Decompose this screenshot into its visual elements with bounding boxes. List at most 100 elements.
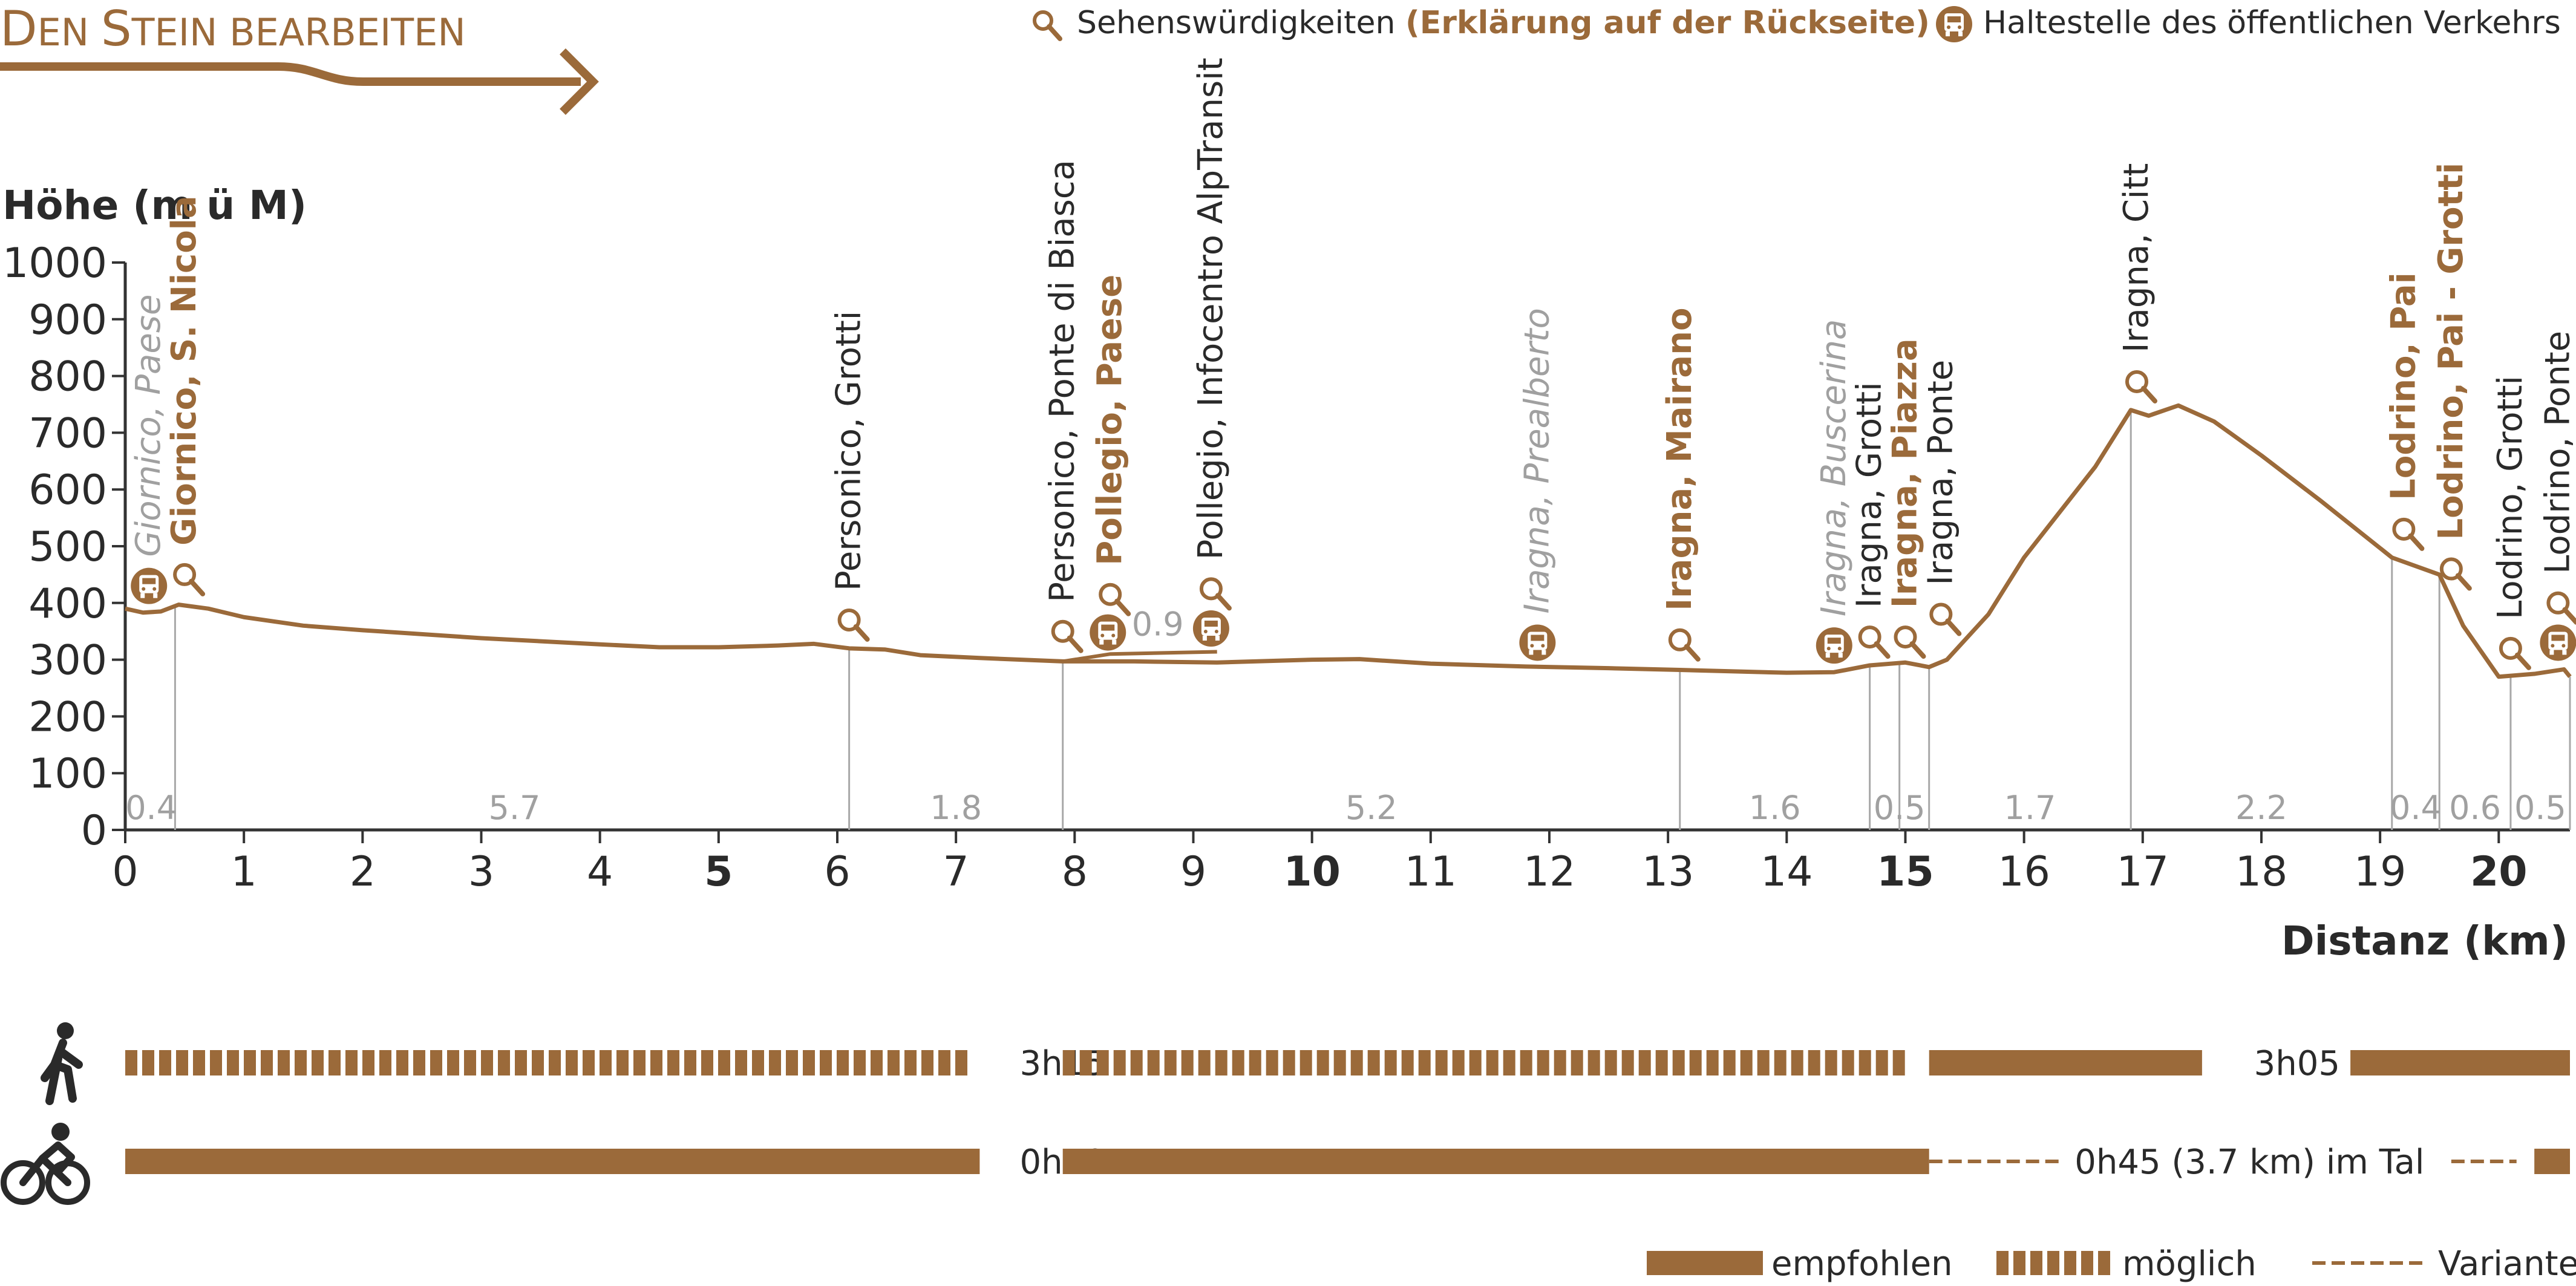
route-bar-possible bbox=[1604, 1050, 1617, 1075]
route-bar-possible bbox=[379, 1050, 391, 1075]
x-tick-label: 13 bbox=[1642, 848, 1695, 896]
stop-label: Iragna, Buscerina bbox=[1814, 319, 1854, 617]
legend-sights-note: (Erklärung auf der Rückseite) bbox=[1405, 5, 1930, 41]
segment-distance-label: 1.8 bbox=[930, 789, 982, 827]
segment-distance-label: 0.4 bbox=[125, 789, 177, 827]
route-bar-possible bbox=[1283, 1050, 1295, 1075]
segment-distance-label: 0.5 bbox=[1874, 789, 1926, 827]
magnifier-icon bbox=[173, 563, 206, 596]
magnifier-icon bbox=[1929, 602, 1962, 636]
route-bar-possible bbox=[684, 1050, 696, 1075]
route-bar-recommended bbox=[1062, 1149, 1929, 1174]
route-bar-possible bbox=[430, 1050, 442, 1075]
route-bar-possible bbox=[1232, 1050, 1244, 1075]
legend-possible-label: möglich bbox=[2122, 1244, 2257, 1284]
route-bar-recommended bbox=[2350, 1050, 2570, 1075]
route-bar-possible bbox=[1875, 1050, 1888, 1075]
route-bar-possible bbox=[244, 1050, 256, 1075]
route-bar-possible bbox=[1435, 1050, 1448, 1075]
route-bar-possible bbox=[1401, 1050, 1414, 1075]
route-bar-possible bbox=[1825, 1050, 1837, 1075]
y-tick-label: 900 bbox=[28, 296, 107, 344]
stop-label: Lodrino, Grotti bbox=[2491, 376, 2530, 619]
x-tick-label: 2 bbox=[350, 848, 376, 896]
route-bar-possible bbox=[1384, 1050, 1397, 1075]
route-bar-possible bbox=[633, 1050, 646, 1075]
x-tick-label: 5 bbox=[704, 848, 733, 896]
route-bar-possible bbox=[1469, 1050, 1482, 1075]
x-tick-label: 14 bbox=[1760, 848, 1813, 896]
route-bar-possible bbox=[278, 1050, 290, 1075]
route-bar-possible bbox=[752, 1050, 764, 1075]
route-bar-possible bbox=[566, 1050, 578, 1075]
x-tick-label: 3 bbox=[468, 848, 494, 896]
route-bar-possible bbox=[1249, 1050, 1261, 1075]
route-bar-possible bbox=[345, 1050, 358, 1075]
title-first-cap: D bbox=[0, 1, 38, 57]
x-tick-label: 18 bbox=[2235, 848, 2288, 896]
segment-distance-label: 1.6 bbox=[1749, 789, 1801, 827]
x-tick-label: 6 bbox=[824, 848, 850, 896]
stop-label: Lodrino, Ponte bbox=[2538, 331, 2576, 574]
segment-distance-label: 2.2 bbox=[2235, 789, 2287, 827]
route-bar-possible bbox=[1706, 1050, 1719, 1075]
y-tick-label: 300 bbox=[28, 637, 107, 685]
route-bar-possible bbox=[227, 1050, 239, 1075]
route-bar-possible bbox=[803, 1050, 815, 1075]
bus-stop-icon bbox=[1090, 614, 1126, 651]
route-bar-possible bbox=[1350, 1050, 1363, 1075]
bus-stop-icon bbox=[1519, 624, 1556, 661]
route-bar-possible bbox=[142, 1050, 154, 1075]
route-bar-possible bbox=[1367, 1050, 1380, 1075]
route-bar-possible bbox=[261, 1050, 273, 1075]
legend-recommended-swatch bbox=[1647, 1251, 1763, 1275]
route-bar-possible bbox=[515, 1050, 527, 1075]
route-bar-possible bbox=[464, 1050, 476, 1075]
route-bar-possible bbox=[1266, 1050, 1278, 1075]
magnifier-icon bbox=[2125, 370, 2157, 403]
x-tick-label: 19 bbox=[2354, 848, 2407, 896]
route-bar-possible bbox=[295, 1050, 307, 1075]
route-bar-possible bbox=[193, 1050, 205, 1075]
route-bar-possible bbox=[1554, 1050, 1566, 1075]
y-tick-label: 1000 bbox=[2, 240, 107, 287]
route-bar-possible bbox=[1621, 1050, 1634, 1075]
segment-distance-label: 5.2 bbox=[1345, 789, 1398, 827]
route-bar-possible bbox=[1164, 1050, 1177, 1075]
bus-legend-icon bbox=[1936, 6, 1972, 42]
stop-label: Iragna, Citt bbox=[2117, 163, 2156, 353]
route-bar-possible bbox=[1113, 1050, 1126, 1075]
route-bar-possible bbox=[837, 1050, 849, 1075]
route-bar-possible bbox=[583, 1050, 595, 1075]
elevation-profile-line bbox=[125, 403, 2572, 679]
route-bar-possible bbox=[955, 1050, 967, 1075]
magnifier-icon bbox=[837, 608, 870, 642]
y-tick-label: 400 bbox=[28, 580, 107, 628]
route-bar-possible bbox=[329, 1050, 341, 1075]
stop-label: Giornico, S. Nicola bbox=[165, 195, 204, 546]
legend-possible-swatch bbox=[2013, 1251, 2025, 1275]
y-tick-label: 200 bbox=[28, 693, 107, 741]
segment-distance-label: 5.7 bbox=[488, 789, 540, 827]
route-bar-possible bbox=[1740, 1050, 1753, 1075]
route-bar-recommended bbox=[125, 1149, 980, 1174]
x-tick-label: 8 bbox=[1062, 848, 1088, 896]
bus-stop-icon bbox=[1936, 6, 1972, 42]
y-tick-label: 0 bbox=[81, 807, 107, 855]
legend-possible-swatch bbox=[2030, 1251, 2042, 1275]
stop-label: Lodrino, Pai bbox=[2384, 272, 2423, 500]
variant-distance-label: 0.9 bbox=[1132, 605, 1184, 644]
x-tick-label: 10 bbox=[1283, 848, 1341, 896]
route-bar-recommended bbox=[1929, 1050, 2202, 1075]
route-bar-possible bbox=[1418, 1050, 1431, 1075]
route-bar-possible bbox=[1079, 1050, 1092, 1075]
magnifier-icon bbox=[2392, 517, 2425, 551]
route-bar-possible bbox=[1571, 1050, 1583, 1075]
title-arrow-head bbox=[560, 48, 599, 115]
route-bar-possible bbox=[1299, 1050, 1312, 1075]
route-bar-possible bbox=[1672, 1050, 1685, 1075]
legend-recommended-label: empfohlen bbox=[1771, 1244, 1953, 1284]
title-second-rest: TEIN BEARBEITEN bbox=[131, 10, 466, 54]
bus-stop-icon bbox=[2540, 624, 2576, 661]
